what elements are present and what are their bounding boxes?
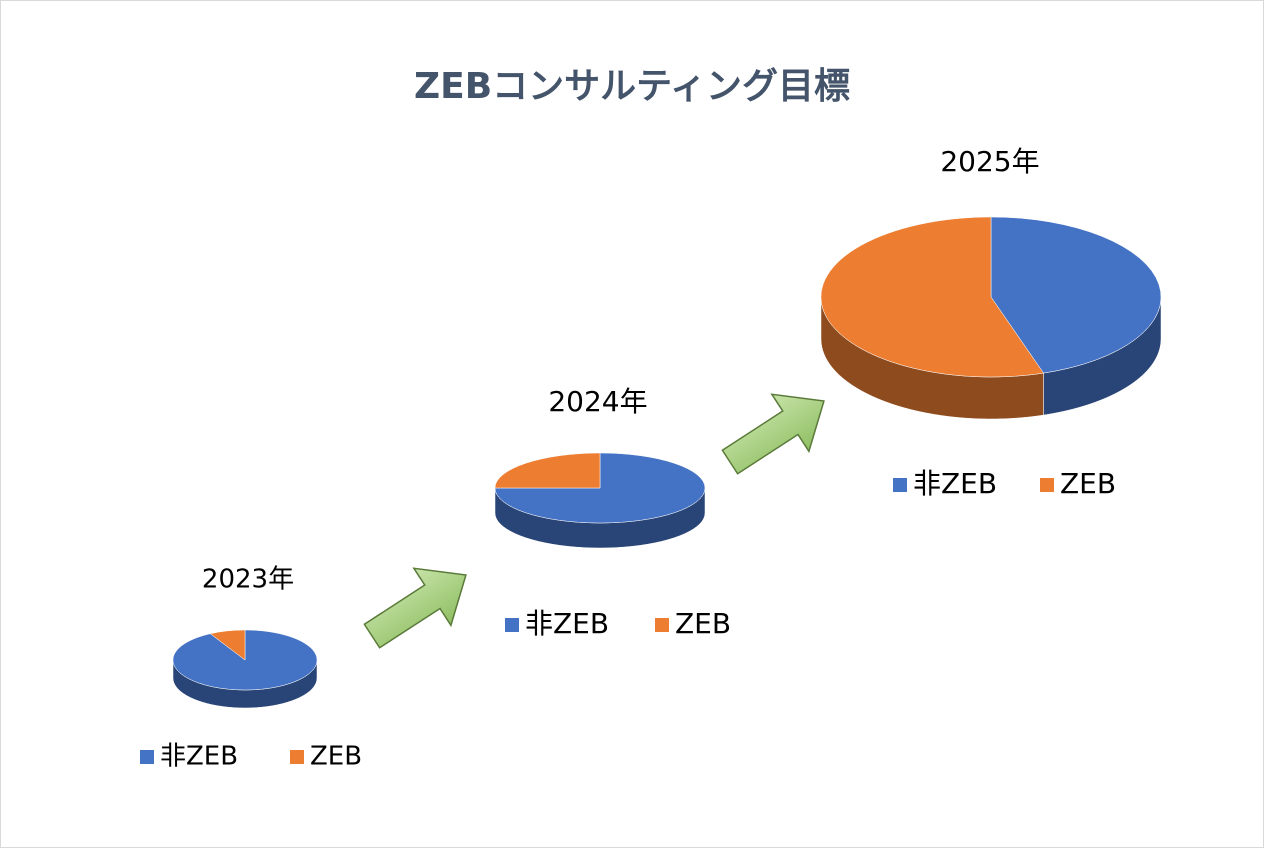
- arrow: [721, 393, 825, 475]
- pie-title: 2024年: [548, 385, 647, 418]
- pie-slice: [990, 216, 1162, 374]
- legend-swatch: [140, 750, 154, 764]
- pie-slice: [209, 629, 246, 661]
- pie-title: 2023年: [202, 565, 294, 595]
- legend-label: 非ZEB: [913, 467, 997, 500]
- legend-swatch: [505, 618, 519, 632]
- pie-slice: [494, 452, 706, 524]
- legend-label: 非ZEB: [160, 742, 238, 772]
- legend-swatch: [655, 618, 669, 632]
- chart-title: ZEBコンサルティング目標: [414, 66, 850, 107]
- legend-swatch: [290, 750, 304, 764]
- legend-swatch: [893, 478, 907, 492]
- legend-label: ZEB: [675, 607, 731, 640]
- pie-slice: [494, 452, 601, 489]
- arrow: [363, 567, 467, 649]
- legend-label: ZEB: [310, 742, 362, 772]
- legend-label: ZEB: [1060, 467, 1116, 500]
- pie-slice: [820, 216, 1044, 378]
- legend-label: 非ZEB: [525, 607, 609, 640]
- legend-swatch: [1040, 478, 1054, 492]
- pie-title: 2025年: [940, 145, 1039, 178]
